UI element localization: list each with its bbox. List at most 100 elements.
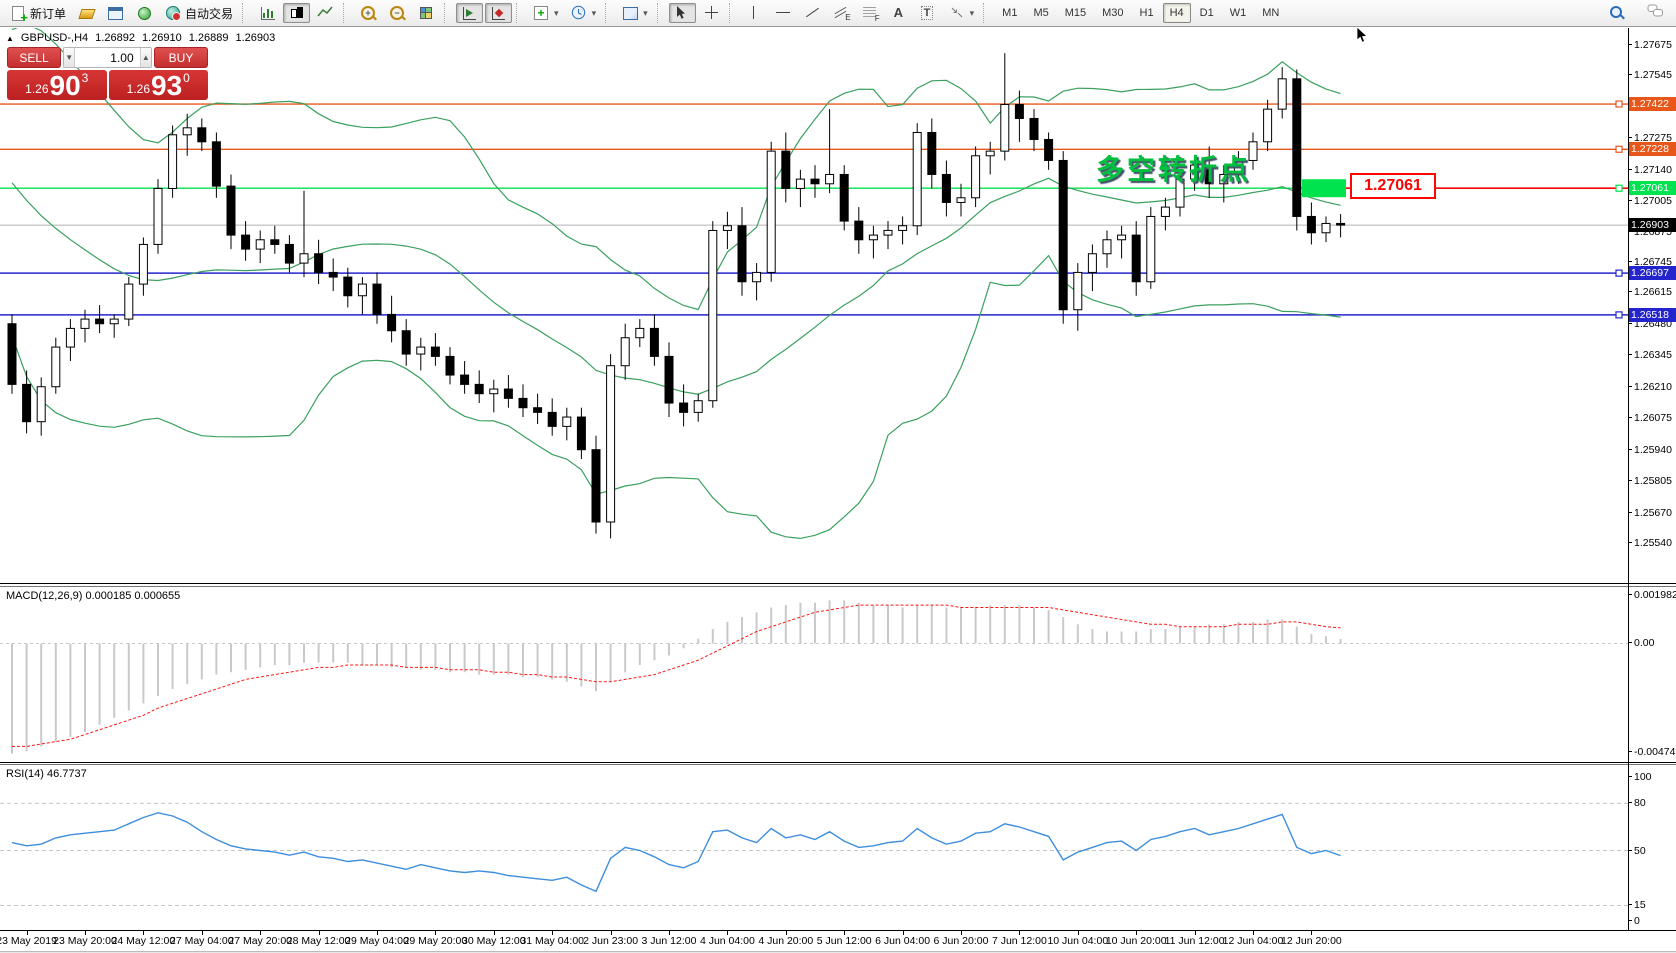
price-flag-label[interactable]: 1.27061 [1350,173,1436,199]
periods-icon [571,5,588,21]
volume-input[interactable] [75,48,140,67]
ask-big: 93 [151,70,183,101]
candlestick-chart[interactable] [0,23,1628,583]
bid-big: 90 [49,70,81,101]
timeframe-w1-button[interactable]: W1 [1229,7,1247,19]
hline-price-tag[interactable]: 1.26518 [1629,307,1676,322]
price-chart-panel[interactable] [0,23,1628,583]
text-label-button[interactable]: T [915,3,942,23]
text-annotation-object[interactable]: 多空转折点 [1096,154,1252,185]
timeframe-d1-button[interactable]: D1 [1199,7,1214,19]
time-axis-label: 23 May 20:00 [53,935,117,947]
zoom-in-icon: + [360,5,377,21]
current-price-tag[interactable]: 1.26903 [1629,218,1676,233]
vertical-line-button[interactable] [741,3,768,23]
signals-icon [136,5,153,21]
auto-scroll-icon [461,5,478,21]
equidistant-channel-button[interactable]: E [828,3,855,23]
dropdown-caret-icon[interactable]: ▾ [591,7,597,18]
cursor-icon [674,5,691,21]
hline-price-tag[interactable]: 1.27228 [1629,142,1676,157]
indicators-button[interactable]: + ▾ [528,3,564,23]
community-chat-button[interactable] [1642,2,1669,22]
candlestick-chart-button[interactable] [283,3,311,23]
time-axis-label: 12 Jun 20:00 [1281,935,1342,947]
price-axis-border [1628,28,1629,931]
periods-button[interactable]: ▾ [566,3,602,23]
timeframe-m30-button[interactable]: M30 [1102,7,1124,19]
bid-sup: 3 [81,71,89,85]
new-order-button[interactable]: + 新订单 [5,3,71,24]
hline-price-tag[interactable]: 1.27061 [1629,181,1676,196]
time-axis-label: 5 Jun 12:00 [816,935,872,947]
rsi-indicator-panel[interactable] [0,765,1628,930]
volume-increase-button[interactable]: ▲ [139,48,151,67]
time-axis-tick [785,931,787,935]
dropdown-caret-icon[interactable]: ▾ [554,7,559,18]
time-axis-tick [669,931,670,935]
signals-button[interactable] [131,3,158,23]
toolbar-separator [444,3,452,23]
collapse-triangle-icon[interactable]: ▲ [6,33,14,43]
dropdown-caret-icon[interactable]: ▾ [969,7,975,18]
auto-trading-button[interactable]: 自动交易 [160,3,238,23]
buy-button[interactable]: BUY [154,47,208,68]
time-axis-label: 11 Jun 12:00 [1164,935,1225,947]
auto-scroll-button[interactable] [456,3,484,23]
price-axis-label: 1.27140 [1628,164,1672,176]
price-axis-label: 1.27275 [1628,132,1672,144]
hline-price-tag[interactable]: 1.27422 [1629,97,1676,111]
crosshair-button[interactable] [698,3,725,23]
text-button[interactable]: A [886,3,913,23]
trendline-button[interactable] [799,3,826,23]
panel-separator[interactable] [0,583,1676,584]
time-axis-tick [1194,931,1196,935]
zoom-out-button[interactable]: − [384,3,411,23]
time-axis-tick [318,931,320,935]
macd-indicator-panel[interactable] [0,587,1628,762]
auto-trading-button-label: 自动交易 [185,6,234,21]
panel-separator[interactable] [0,762,1676,763]
market-watch-button[interactable] [73,3,100,23]
time-axis[interactable]: 23 May 2019 23 May 20:00 24 May 12:00 27 Ma… [0,931,1676,951]
hline-price-tag[interactable]: 1.26697 [1629,266,1676,281]
templates-button[interactable]: ▾ [617,3,653,23]
timeframe-mn-button[interactable]: MN [1262,7,1280,19]
line-chart-button[interactable] [312,3,339,23]
time-axis-label: 7 Jun 12:00 [991,935,1047,947]
rectangle-object [1302,179,1346,198]
horizontal-line-button[interactable] [770,3,797,23]
bid-price-button[interactable]: 1.26 90 3 [7,70,107,100]
time-axis-tick [85,931,86,935]
dropdown-caret-icon[interactable]: ▾ [643,7,648,18]
timeframe-h4-button[interactable]: H4 [1162,3,1191,23]
toolbar-separator [728,3,737,23]
candlestick-chart-icon [288,5,305,21]
search-button[interactable] [1603,2,1630,22]
ask-price-button[interactable]: 1.26 93 0 [108,70,208,101]
chart-shift-button[interactable] [485,3,513,23]
sell-button[interactable]: SELL [7,47,61,68]
fibonacci-button[interactable]: F [857,3,884,23]
volume-decrease-button[interactable]: ▼ [64,48,76,67]
bar-chart-button[interactable] [254,3,281,23]
time-axis-tick [201,931,203,935]
rsi-axis-label: 100 [1628,771,1652,783]
timeframe-m1-button[interactable]: M1 [1002,7,1018,19]
timeframe-h1-button[interactable]: H1 [1139,7,1154,19]
price-axis-label: 1.25540 [1628,537,1672,549]
time-axis-tick [961,931,962,935]
timeframe-m15-button[interactable]: M15 [1064,7,1087,19]
tile-windows-button[interactable] [413,3,440,23]
indicators-icon: + [533,5,550,21]
chart-window-button[interactable] [102,3,129,23]
zoom-in-button[interactable]: + [355,3,382,23]
arrows-button[interactable]: ▾ [944,3,980,23]
time-axis-label: 10 Jun 20:00 [1105,935,1167,947]
ask-small: 1.26 [126,82,150,96]
ask-sup: 0 [183,71,190,85]
auto-trading-icon [165,5,182,21]
time-axis-label: 23 May 2019 [0,935,57,947]
cursor-button[interactable] [668,3,696,23]
timeframe-m5-button[interactable]: M5 [1033,7,1049,19]
